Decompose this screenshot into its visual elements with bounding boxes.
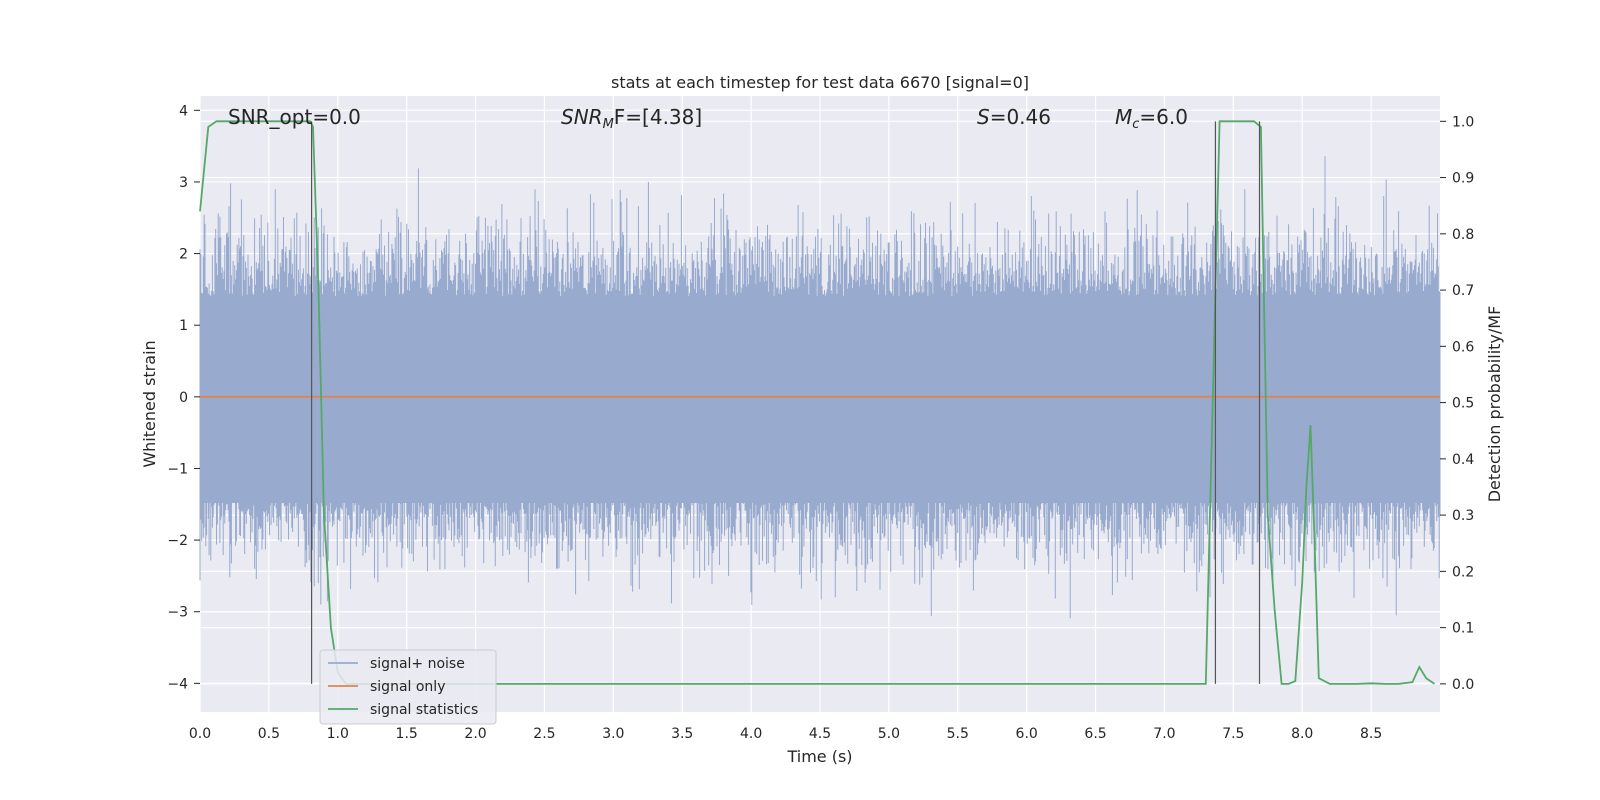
snr-mf-base: SNR	[561, 105, 603, 129]
legend: signal+ noise signal only signal statist…	[319, 649, 497, 725]
x-tick-label-8: 4.0	[740, 726, 762, 742]
y-axis-label: Whitened strain	[140, 340, 159, 467]
annotation-snr-opt: SNR_opt=0.0	[228, 105, 361, 129]
y2-tick-label-9: 0.1	[1452, 621, 1474, 637]
y2-tick-label-1: 0.9	[1452, 171, 1474, 187]
x-tick-label-14: 7.0	[1153, 726, 1175, 742]
snr-mf-rest: F=[4.38]	[614, 105, 702, 129]
y2-tick-label-4: 0.6	[1452, 339, 1474, 355]
y2-tick-label-10: 0.0	[1452, 677, 1474, 693]
annotation-snr-mf: SNRMF=[4.38]	[561, 105, 702, 132]
x-tick-label-15: 7.5	[1222, 726, 1244, 742]
legend-box	[319, 649, 497, 725]
s-base: S	[977, 105, 990, 129]
legend-label-signal-only: signal only	[370, 679, 445, 695]
y2-tick-label-0: 1.0	[1452, 114, 1474, 130]
x-tick-label-12: 6.0	[1016, 726, 1038, 742]
y-tick-label-6: −2	[167, 533, 188, 549]
x-tick-label-7: 3.5	[671, 726, 693, 742]
y2-tick-label-7: 0.3	[1452, 508, 1474, 524]
annotation-s: S=0.46	[977, 105, 1051, 129]
x-axis-ticks: 0.0 0.5 1.0 1.5 2.0 2.5 3.0 3.5 4.0 4.5 5.0 5.5 6.0 6…	[189, 726, 1382, 742]
vertical-markers	[311, 121, 1261, 684]
x-tick-label-9: 4.5	[809, 726, 831, 742]
x-tick-label-11: 5.5	[947, 726, 969, 742]
y2-axis-ticks: 1.0 0.9 0.8 0.7 0.6 0.5 0.4 0.3 0.2 0.1 0.0	[1440, 114, 1474, 693]
x-tick-label-5: 2.5	[533, 726, 555, 742]
y2-tick-label-5: 0.5	[1452, 396, 1474, 412]
x-tick-label-10: 5.0	[878, 726, 900, 742]
y-tick-label-1: 3	[179, 175, 188, 191]
snr-mf-sub: M	[603, 117, 614, 132]
legend-label-signal-statistics: signal statistics	[370, 702, 478, 718]
x-tick-label-2: 1.0	[327, 726, 349, 742]
y2-tick-label-3: 0.7	[1452, 283, 1474, 299]
series-line-signal-statistics	[199, 120, 1436, 685]
series-lines	[199, 120, 1440, 685]
x-axis-label: Time (s)	[786, 747, 852, 766]
x-tick-label-0: 0.0	[189, 726, 211, 742]
annotation-mc: Mc=6.0	[1115, 105, 1188, 132]
x-tick-label-1: 0.5	[258, 726, 280, 742]
y-axis-ticks: 4 3 2 1 0 −1 −2 −3 −4	[167, 103, 200, 692]
y-tick-label-3: 1	[179, 318, 188, 334]
y-tick-label-5: −1	[167, 461, 188, 477]
mc-rest: =6.0	[1139, 105, 1188, 129]
mc-sub: c	[1132, 117, 1139, 132]
mc-base: M	[1115, 105, 1132, 129]
y2-tick-label-6: 0.4	[1452, 452, 1474, 468]
chart-title: stats at each timestep for test data 667…	[611, 73, 1029, 92]
legend-label-signal-noise: signal+ noise	[370, 656, 465, 672]
x-tick-label-6: 3.0	[602, 726, 624, 742]
y-tick-label-0: 4	[179, 103, 188, 119]
y-tick-label-4: 0	[179, 390, 188, 406]
y-tick-label-2: 2	[179, 247, 188, 263]
series-signal-noise	[199, 156, 1441, 619]
x-tick-label-16: 8.0	[1291, 726, 1313, 742]
s-rest: =0.46	[990, 105, 1051, 129]
x-tick-label-3: 1.5	[396, 726, 418, 742]
y2-tick-label-2: 0.8	[1452, 227, 1474, 243]
y-tick-label-8: −4	[167, 676, 188, 692]
x-tick-label-13: 6.5	[1084, 726, 1106, 742]
x-tick-label-17: 8.5	[1360, 726, 1382, 742]
x-tick-label-4: 2.0	[464, 726, 486, 742]
y2-axis-label: Detection probability/MF	[1485, 306, 1504, 503]
y-tick-label-7: −3	[167, 605, 188, 621]
y2-tick-label-8: 0.2	[1452, 564, 1474, 580]
